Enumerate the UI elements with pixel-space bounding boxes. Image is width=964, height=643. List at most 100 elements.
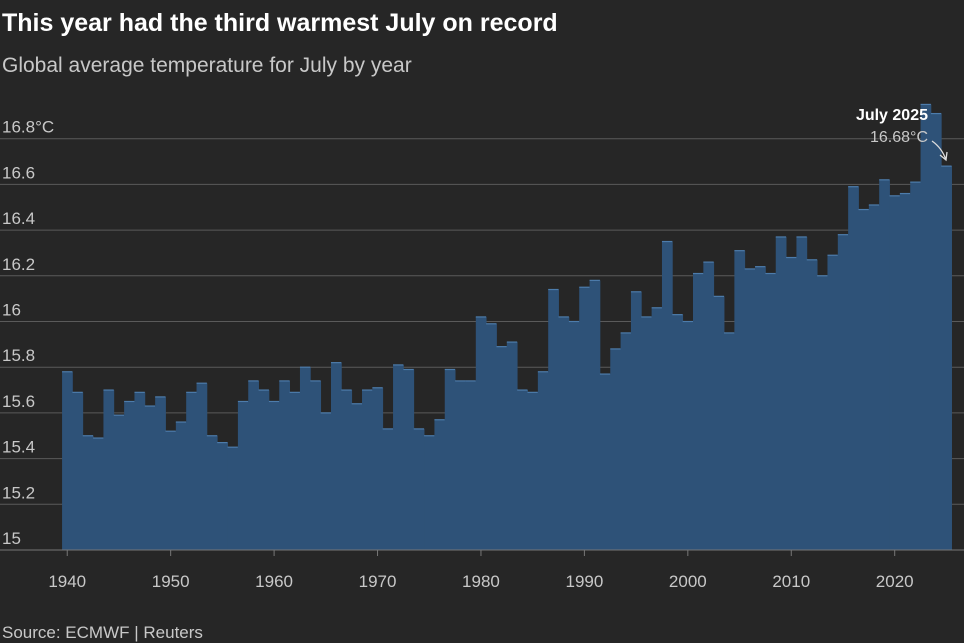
year-step	[165, 431, 177, 550]
year-step	[227, 447, 239, 550]
year-step	[258, 390, 270, 550]
year-step	[237, 401, 249, 550]
y-tick-label: 15.6	[2, 392, 35, 411]
year-step	[113, 415, 125, 550]
year-step	[486, 323, 497, 550]
year-step	[424, 435, 435, 550]
year-step	[72, 392, 84, 550]
year-step	[796, 236, 808, 550]
year-step	[775, 236, 787, 550]
year-step	[930, 113, 942, 550]
y-tick-label: 15.8	[2, 346, 35, 365]
year-step	[899, 193, 911, 551]
year-step	[279, 380, 291, 550]
year-step	[134, 392, 146, 550]
plot: 15 15.2 15.4 15.6 15.8 16 16.2 16.4 16.6 16.8°C 19…	[0, 103, 964, 591]
year-step	[589, 280, 601, 550]
year-step	[444, 369, 456, 550]
year-step	[848, 186, 859, 550]
year-step	[186, 392, 197, 550]
year-step	[724, 332, 735, 550]
year-step	[879, 179, 890, 550]
year-step	[682, 321, 694, 550]
year-step	[206, 435, 218, 550]
y-tick-label: 15	[2, 529, 21, 548]
year-step	[341, 390, 353, 550]
year-step	[661, 241, 673, 550]
year-step	[517, 390, 528, 550]
year-step	[610, 348, 622, 550]
x-tick-label: 1950	[152, 572, 190, 591]
chart-title: This year had the third warmest July on …	[2, 9, 558, 37]
year-step	[496, 346, 508, 550]
x-tick-label: 1980	[462, 572, 500, 591]
year-step	[155, 396, 166, 550]
year-step	[103, 390, 115, 550]
year-step	[382, 428, 394, 550]
y-tick-label: 16.8°C	[2, 118, 54, 137]
x-tick-label: 1940	[48, 572, 86, 591]
year-step	[299, 367, 311, 550]
year-step	[475, 316, 487, 550]
year-step	[558, 316, 570, 550]
year-step	[403, 369, 415, 550]
year-step	[548, 289, 559, 550]
year-step	[786, 257, 797, 550]
year-step	[630, 291, 642, 550]
year-step	[827, 255, 839, 551]
year-step	[455, 380, 466, 550]
year-step	[858, 209, 870, 550]
y-tick-label: 15.2	[2, 483, 35, 502]
year-step	[413, 428, 425, 550]
y-tick-label: 15.4	[2, 438, 35, 457]
year-step	[289, 392, 301, 550]
year-step	[568, 321, 580, 550]
year-step	[744, 268, 756, 550]
chart-subtitle: Global average temperature for July by y…	[2, 54, 412, 77]
year-step	[310, 380, 322, 550]
x-tick-label: 1990	[565, 572, 603, 591]
year-step	[434, 419, 446, 550]
year-step	[765, 273, 777, 550]
x-tick-label: 1960	[255, 572, 293, 591]
year-step	[920, 104, 932, 551]
year-step	[755, 266, 766, 550]
year-step	[268, 401, 280, 550]
x-tick-label: 2010	[772, 572, 810, 591]
x-tick-label: 2020	[876, 572, 914, 591]
year-step	[465, 380, 477, 550]
year-step	[713, 296, 725, 550]
year-step	[620, 332, 632, 550]
year-step	[599, 374, 611, 550]
year-step	[62, 371, 73, 550]
year-step	[248, 380, 259, 550]
year-step	[703, 262, 715, 550]
year-step	[641, 316, 653, 550]
series	[62, 103, 952, 551]
year-step	[910, 182, 921, 551]
year-step	[351, 403, 363, 550]
year-step	[837, 234, 849, 551]
year-step	[393, 364, 404, 550]
y-tick-label: 16.4	[2, 209, 35, 228]
year-step	[889, 195, 901, 550]
year-step	[196, 383, 208, 550]
year-step	[82, 435, 94, 550]
y-tick-label: 16.6	[2, 163, 35, 182]
annotation-value: 16.68°C	[870, 129, 928, 146]
year-step	[734, 250, 746, 551]
year-step	[124, 401, 135, 550]
year-step	[320, 412, 332, 550]
year-step	[651, 307, 663, 550]
y-tick-label: 16	[2, 301, 21, 320]
year-step	[506, 342, 518, 550]
year-step	[362, 390, 373, 550]
year-step	[941, 166, 952, 550]
year-step	[144, 406, 156, 550]
x-tick-label: 1970	[359, 572, 397, 591]
source: Source: ECMWF | Reuters	[2, 623, 203, 642]
year-step	[817, 275, 828, 550]
year-step	[868, 204, 880, 550]
year-step	[217, 442, 228, 550]
